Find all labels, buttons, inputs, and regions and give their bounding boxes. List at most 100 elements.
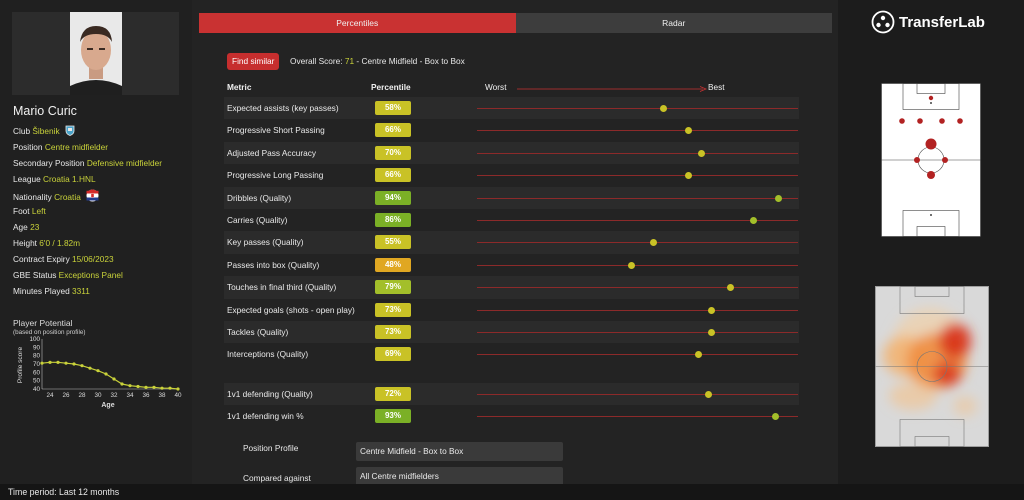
info-label: Club: [13, 126, 31, 136]
metric-label: Passes into box (Quality): [227, 259, 320, 270]
info-value: 15/06/2023: [72, 254, 114, 264]
potential-x-label: Age: [101, 402, 114, 409]
metric-row: Progressive Long Passing 66%: [224, 164, 799, 186]
info-gbe-status: GBE Status Exceptions Panel: [13, 269, 191, 285]
touch-heatmap: [875, 286, 989, 447]
position-profile-label: Position Profile: [243, 443, 299, 453]
potential-y-tick: 60: [33, 369, 41, 376]
potential-point: [160, 386, 164, 390]
percentile-dot: [727, 284, 735, 292]
potential-y-tick: 100: [29, 336, 40, 343]
find-similar-button[interactable]: Find similar: [227, 53, 280, 70]
potential-y-label: Profile score: [17, 347, 24, 384]
club-link[interactable]: Šibenik: [32, 126, 60, 136]
percentile-dot: [698, 149, 706, 157]
league-link[interactable]: Croatia 1.HNL: [43, 174, 96, 184]
percentile-dot: [772, 413, 780, 421]
potential-point: [96, 369, 100, 373]
potential-point: [64, 361, 68, 365]
info-label: Age: [13, 222, 28, 232]
croatia-flag-icon: [86, 189, 99, 206]
potential-point: [112, 377, 116, 381]
info-league: League Croatia 1.HNL: [13, 173, 191, 189]
tab-percentiles[interactable]: Percentiles: [199, 13, 516, 33]
percentile-dot: [627, 261, 635, 269]
percentile-dot: [704, 390, 712, 398]
percentile-dot: [775, 194, 783, 202]
info-value: Defensive midfielder: [86, 158, 162, 168]
percentile-badge: 55%: [375, 235, 411, 250]
percentile-dot: [659, 105, 667, 112]
info-value: Centre midfielder: [44, 142, 109, 152]
position-profile-select[interactable]: Centre Midfield - Box to Box: [356, 442, 563, 461]
potential-x-tick: 28: [78, 392, 86, 399]
percentile-track: [477, 331, 798, 333]
percentile-dot: [650, 239, 658, 247]
potential-y-tick: 50: [33, 378, 41, 385]
info-label: Minutes Played: [13, 286, 70, 296]
percentile-dot: [694, 351, 702, 359]
percentile-track: [477, 264, 798, 266]
percentile-dot: [707, 306, 715, 314]
percentile-track: [477, 309, 798, 311]
player-sidebar: Mario Curic Club Šibenik Position Centre…: [0, 0, 192, 484]
potential-line: [41, 361, 179, 390]
percentile-badge: 70%: [375, 145, 411, 160]
potential-x-tick: 24: [46, 392, 54, 399]
percentile-badge: 48%: [375, 257, 411, 272]
overall-score: Overall Score: 71 - Centre Midfield - Bo…: [290, 56, 465, 66]
potential-point: [176, 387, 180, 391]
info-secondary-position: Secondary Position Defensive midfielder: [13, 157, 191, 173]
metric-label: Adjusted Pass Accuracy: [227, 147, 317, 158]
potential-y-tick: 40: [33, 386, 41, 393]
metric-row: Tackles (Quality) 73%: [224, 320, 799, 344]
potential-y-tick: 70: [33, 361, 41, 368]
percentile-badge: 72%: [375, 386, 411, 401]
potential-chart-subtitle: (based on position profile): [13, 329, 86, 336]
transferlab-logo[interactable]: TransferLab: [871, 10, 985, 34]
metric-label: 1v1 defending (Quality): [227, 388, 313, 399]
info-contract-expiry: Contract Expiry 15/06/2023: [13, 253, 191, 269]
info-label: League: [13, 174, 41, 184]
player-photo: [12, 12, 179, 95]
club-crest-icon: [65, 125, 75, 140]
player-info-list: Club Šibenik Position Centre midfielder …: [13, 125, 191, 301]
percentile-track: [477, 242, 798, 244]
potential-point: [136, 384, 140, 389]
overall-suffix: - Centre Midfield - Box to Box: [354, 56, 465, 66]
overall-prefix: Overall Score:: [290, 56, 345, 66]
potential-x-tick: 30: [94, 392, 102, 399]
potential-point: [56, 360, 60, 364]
metric-row: Carries (Quality) 86%: [224, 209, 799, 231]
potential-point: [168, 386, 172, 390]
info-foot: Foot Left: [13, 205, 191, 221]
potential-y-tick: 90: [33, 344, 41, 351]
percentile-track: [477, 197, 798, 199]
potential-point: [144, 385, 148, 389]
metric-label: 1v1 defending win %: [227, 411, 304, 422]
percentile-badge: 93%: [375, 409, 411, 424]
potential-x-tick: 34: [126, 392, 134, 399]
percentile-badge: 86%: [375, 212, 411, 227]
percentile-badge: 66%: [375, 123, 411, 138]
percentile-badge: 66%: [375, 168, 411, 183]
potential-point: [88, 366, 92, 370]
compared-against-select[interactable]: All Centre midfielders: [356, 467, 563, 484]
potential-x-tick: 36: [142, 392, 150, 399]
metric-label: Expected goals (shots - open play): [227, 304, 355, 315]
metric-row: Interceptions (Quality) 69%: [224, 343, 799, 365]
metric-label: Carries (Quality): [227, 214, 288, 225]
info-value: 23: [30, 222, 40, 232]
header-best: Best: [708, 82, 725, 92]
percentile-badge: 73%: [375, 302, 411, 317]
metric-row: Key passes (Quality) 55%: [224, 231, 799, 254]
metric-row: Dribbles (Quality) 94%: [224, 186, 799, 209]
info-label: Contract Expiry: [13, 254, 70, 264]
info-value: Left: [31, 206, 46, 216]
potential-point: [40, 361, 44, 365]
section-gap: [224, 366, 799, 383]
percentile-track: [477, 175, 798, 177]
transferlab-logo-icon: [871, 10, 895, 34]
tab-radar[interactable]: Radar: [515, 13, 832, 33]
metrics-table: Expected assists (key passes) 58% Progress…: [224, 97, 799, 427]
